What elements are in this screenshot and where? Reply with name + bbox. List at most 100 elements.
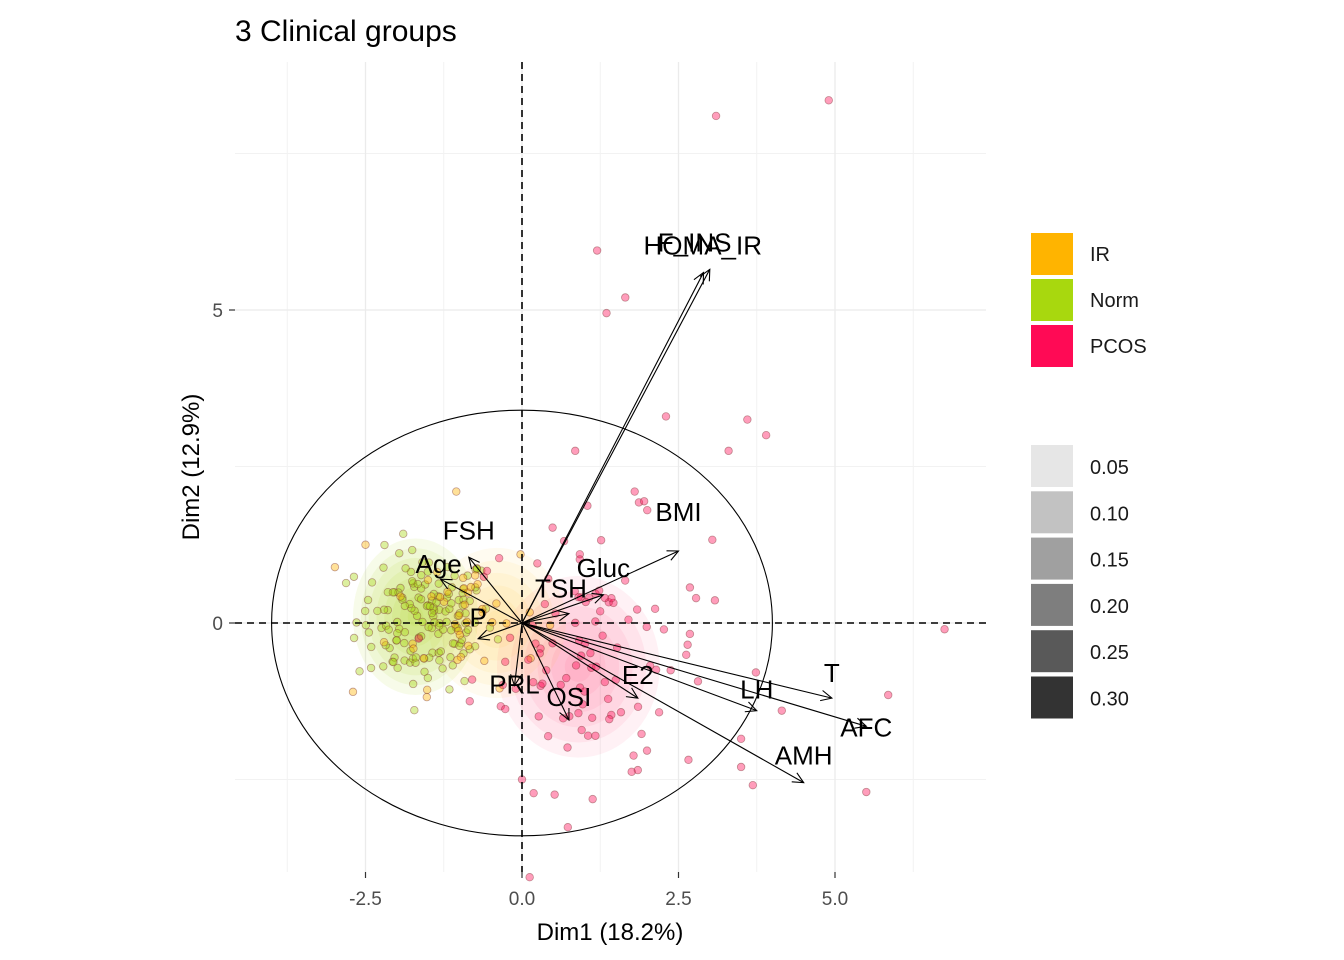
legend-label: PCOS	[1090, 336, 1147, 358]
data-point	[538, 679, 547, 688]
data-point	[400, 656, 409, 665]
density-swatch	[1031, 445, 1073, 487]
data-point	[393, 617, 402, 627]
variable-arrow	[440, 578, 523, 624]
data-point	[534, 712, 543, 721]
data-point	[385, 643, 394, 653]
data-point	[654, 708, 664, 717]
data-point	[620, 576, 630, 585]
data-point	[588, 794, 597, 804]
legend-swatch	[1031, 325, 1073, 367]
data-point	[442, 593, 452, 602]
data-point	[466, 582, 476, 592]
data-point	[448, 661, 457, 670]
data-point	[405, 658, 415, 667]
arrow-head	[476, 629, 491, 641]
data-point	[392, 636, 401, 645]
data-point	[661, 412, 671, 421]
variable-label: Age	[415, 549, 461, 579]
density-contour	[451, 572, 543, 674]
data-point	[416, 632, 426, 641]
data-point	[418, 558, 427, 567]
density-contour	[392, 587, 440, 647]
data-point	[691, 593, 701, 603]
data-point	[609, 598, 618, 608]
arrow-head	[699, 268, 711, 282]
data-point	[629, 751, 638, 760]
variable-label: Gluc	[577, 553, 630, 583]
variable-label: HOMA_IR	[644, 230, 762, 260]
data-point	[394, 624, 404, 634]
data-point	[441, 607, 450, 616]
density-swatch	[1031, 583, 1073, 626]
data-point	[467, 675, 477, 684]
data-point	[411, 658, 420, 667]
data-point	[605, 714, 614, 724]
density-contour	[462, 585, 532, 661]
data-point	[478, 608, 487, 617]
data-point	[580, 687, 589, 696]
variable-label: FSH	[443, 515, 495, 545]
arrow-head	[820, 690, 834, 702]
data-point	[355, 667, 364, 676]
y-tick-label: 5	[212, 301, 223, 322]
variable-label: P	[470, 603, 487, 633]
data-point	[571, 446, 580, 456]
chart-title: 3 Clinical groups	[235, 15, 457, 48]
legend-label: IR	[1090, 244, 1110, 266]
variable-arrow	[521, 272, 705, 624]
data-point	[451, 623, 461, 632]
y-axis-ticks: 05	[212, 301, 235, 635]
data-point	[420, 654, 429, 663]
data-point	[388, 588, 398, 597]
density-swatch	[1031, 630, 1073, 673]
data-point	[460, 676, 469, 686]
data-point	[445, 604, 454, 614]
data-point	[450, 639, 459, 648]
data-point	[455, 609, 464, 618]
density-label: 0.15	[1090, 550, 1129, 572]
data-point	[575, 683, 585, 692]
data-point	[422, 692, 432, 702]
data-point	[496, 702, 505, 711]
data-point	[501, 704, 510, 714]
data-point	[367, 578, 377, 587]
variable-arrow	[477, 622, 523, 640]
density-label: 0.30	[1090, 689, 1129, 711]
variable-label: AFC	[840, 712, 892, 742]
data-point	[379, 637, 389, 647]
data-point	[377, 623, 386, 633]
data-point	[461, 609, 470, 618]
data-point	[423, 673, 433, 683]
data-point	[410, 706, 419, 715]
data-point	[408, 679, 418, 689]
data-point	[583, 731, 593, 740]
data-point	[598, 631, 607, 640]
data-point	[708, 535, 717, 544]
data-point	[446, 626, 456, 635]
arrow-head	[467, 556, 480, 570]
x-axis-ticks: -2.5 0.0 2.5 5.0	[349, 872, 848, 910]
data-point	[400, 601, 410, 611]
data-point	[578, 700, 587, 709]
data-point	[603, 694, 613, 704]
individual-points	[330, 96, 949, 882]
data-point	[429, 589, 439, 599]
variable-arrow	[521, 594, 604, 624]
data-point	[710, 596, 720, 605]
data-point	[443, 562, 452, 572]
x-tick-label: 0.0	[509, 889, 535, 910]
density-label: 0.25	[1090, 642, 1129, 664]
variable-label: F_INS	[658, 227, 732, 257]
density-contour	[485, 610, 509, 636]
data-point	[414, 593, 423, 602]
data-point	[389, 657, 398, 667]
data-point	[400, 627, 410, 637]
data-point	[525, 873, 534, 882]
data-point	[381, 621, 391, 630]
data-point	[526, 654, 535, 663]
data-point	[693, 677, 703, 686]
data-point	[627, 767, 636, 777]
